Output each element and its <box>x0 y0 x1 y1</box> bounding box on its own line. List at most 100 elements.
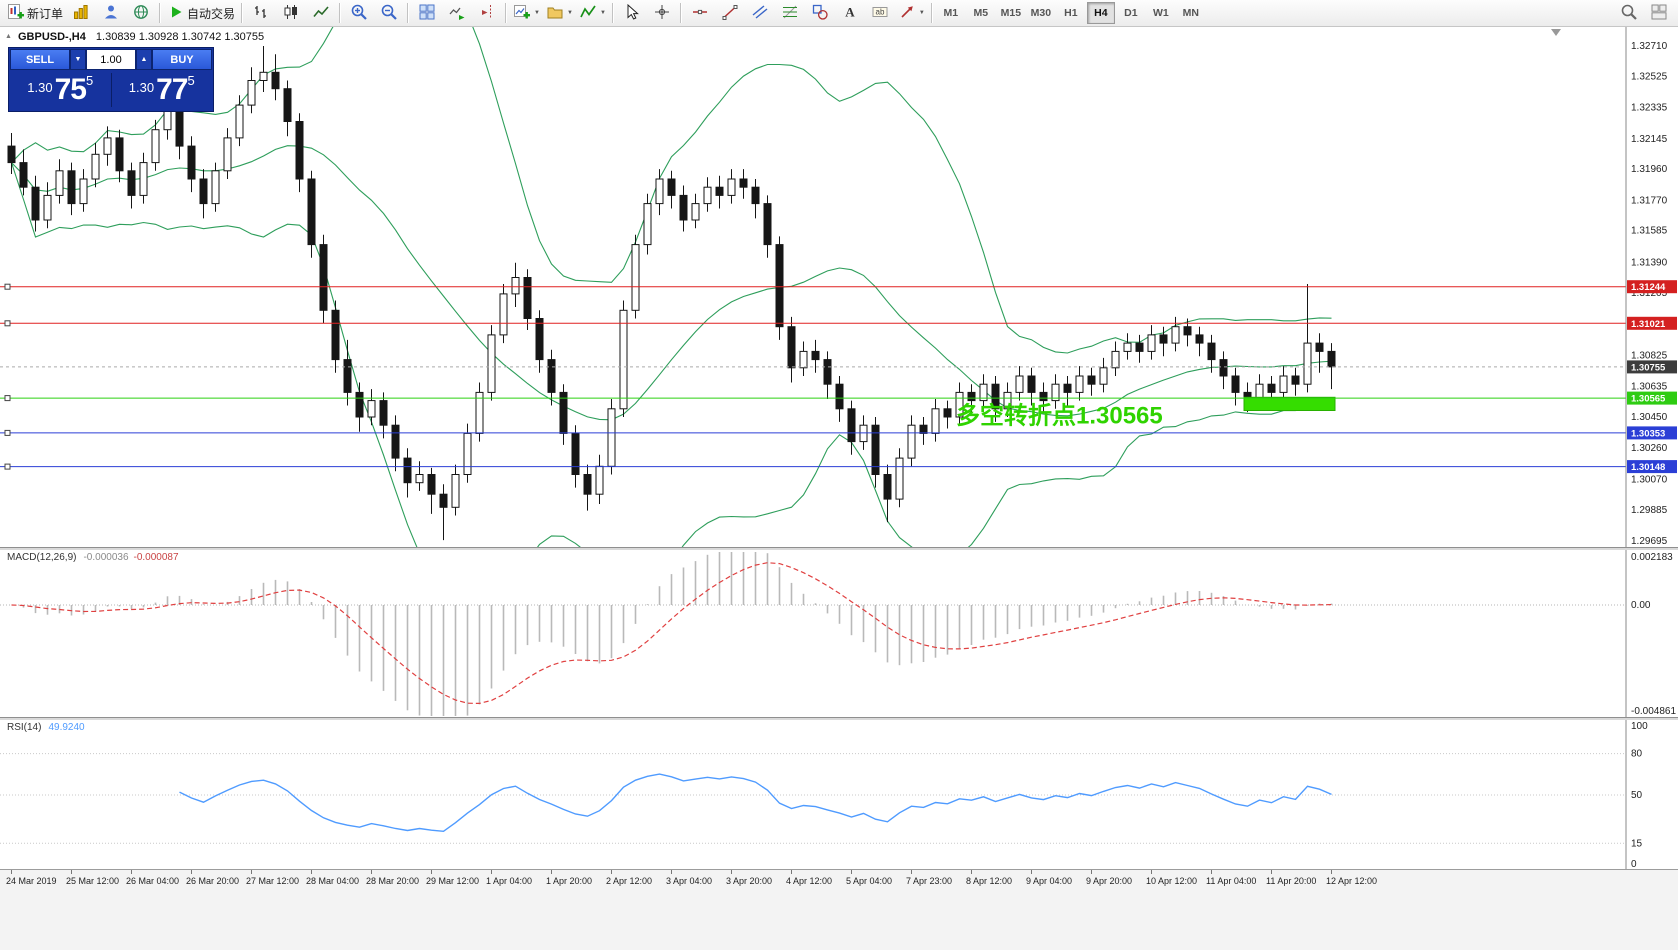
svg-text:1.29885: 1.29885 <box>1631 505 1668 516</box>
time-axis[interactable]: 24 Mar 2019 25 Mar 12:00 26 Mar 04:00 26 Ma… <box>0 869 1678 950</box>
collapse-arrow-icon[interactable]: ▲ <box>5 33 12 40</box>
time-tick <box>611 870 612 874</box>
chevron-down-icon[interactable]: ▼ <box>566 10 573 16</box>
timeframe-m30-button[interactable]: M30 <box>1030 7 1052 19</box>
timeframe-m5-button[interactable]: M5 <box>973 7 989 19</box>
svg-text:1.30260: 1.30260 <box>1631 443 1668 454</box>
new-order-icon <box>7 3 25 24</box>
chart-shift-marker[interactable] <box>1551 29 1561 36</box>
price-chart-canvas[interactable]: 多空转折点1.30565 1.32710 1.32525 1.32335 1.32145… <box>0 27 1678 549</box>
toolbar-separator <box>407 3 410 23</box>
zoom-in-button[interactable] <box>344 1 374 25</box>
time-label: 1 Apr 20:00 <box>546 876 593 886</box>
time-label: 27 Mar 12:00 <box>246 876 300 886</box>
time-label: 10 Apr 12:00 <box>1146 876 1198 886</box>
volume-increase-button[interactable]: ▲ <box>136 49 152 70</box>
chevron-down-icon[interactable]: ▼ <box>534 10 540 16</box>
pane-divider[interactable] <box>0 717 1678 720</box>
candlestick-chart-button[interactable] <box>276 1 306 25</box>
window-list-button[interactable] <box>1644 1 1674 25</box>
svg-text:15: 15 <box>1631 838 1643 849</box>
horizontal-level-line[interactable] <box>0 463 1626 470</box>
turning-point-annotation[interactable]: 多空转折点1.30565 <box>956 402 1163 430</box>
macd-chart-canvas[interactable]: 0.002183 0.00 -0.004861 <box>0 549 1678 719</box>
time-tick <box>1151 870 1152 874</box>
time-label: 7 Apr 23:00 <box>906 876 953 886</box>
svg-text:1.30755: 1.30755 <box>1631 362 1666 373</box>
time-label: 28 Mar 04:00 <box>306 876 360 886</box>
trendline-button[interactable] <box>715 1 745 25</box>
time-label: 24 Mar 2019 <box>6 876 57 886</box>
text-button[interactable]: A <box>835 1 865 25</box>
svg-text:1.31244: 1.31244 <box>1631 282 1666 293</box>
auto-scroll-button[interactable] <box>442 1 472 25</box>
price-axis-labels: 1.32710 1.32525 1.32335 1.32145 1.31960 1.317… <box>1631 41 1668 547</box>
equidistant-channel-button[interactable] <box>745 1 775 25</box>
timeframe-w1-button[interactable]: W1 <box>1152 7 1169 19</box>
cursor-icon <box>623 3 641 24</box>
new-chart-icon <box>513 3 531 24</box>
svg-text:1.29695: 1.29695 <box>1631 536 1668 547</box>
sell-button[interactable]: SELL <box>10 49 70 70</box>
buy-price[interactable]: 1.30775 <box>128 73 195 106</box>
arrows-button[interactable]: ▼ <box>895 1 928 25</box>
indicators-button[interactable]: ▼ <box>576 1 609 25</box>
candlestick-icon <box>282 3 300 24</box>
svg-text:1.31960: 1.31960 <box>1631 164 1668 175</box>
time-label: 3 Apr 20:00 <box>726 876 773 886</box>
rsi-chart-canvas[interactable]: 100 80 50 15 0 <box>0 719 1678 869</box>
price-divider <box>110 73 112 107</box>
horizontal-level-line[interactable] <box>0 429 1626 436</box>
charts-button[interactable] <box>66 1 96 25</box>
horizontal-level-line[interactable] <box>0 395 1626 402</box>
cursor-button[interactable] <box>617 1 647 25</box>
time-tick <box>311 870 312 874</box>
zoom-out-button[interactable] <box>374 1 404 25</box>
timeframe-m1-button[interactable]: M1 <box>943 7 959 19</box>
horizontal-level-line[interactable] <box>0 283 1626 290</box>
ohlc-values-label: 1.30839 1.30928 1.30742 1.30755 <box>95 31 265 43</box>
volume-input[interactable] <box>86 49 136 70</box>
time-label: 2 Apr 12:00 <box>606 876 653 886</box>
buy-button[interactable]: BUY <box>152 49 212 70</box>
svg-text:1.30070: 1.30070 <box>1631 474 1668 485</box>
horizontal-line-button[interactable] <box>685 1 715 25</box>
sell-price[interactable]: 1.30755 <box>27 73 94 106</box>
new-order-button[interactable]: 新订单 <box>4 1 66 25</box>
highlight-rectangle[interactable] <box>1243 396 1336 411</box>
fibonacci-button[interactable] <box>775 1 805 25</box>
shapes-button[interactable] <box>805 1 835 25</box>
chevron-down-icon[interactable]: ▼ <box>918 10 925 16</box>
pane-divider[interactable] <box>0 547 1678 550</box>
price-tag: 1.30755 <box>1627 360 1677 374</box>
accounts-button[interactable] <box>96 1 126 25</box>
chart-shift-button[interactable] <box>472 1 502 25</box>
text-label-button[interactable]: ab <box>865 1 895 25</box>
time-tick <box>371 870 372 874</box>
time-tick <box>551 870 552 874</box>
community-button[interactable] <box>126 1 156 25</box>
timeframe-h1-button[interactable]: H1 <box>1064 7 1078 19</box>
crosshair-button[interactable] <box>647 1 677 25</box>
tile-windows-button[interactable] <box>412 1 442 25</box>
indicators-icon <box>579 3 597 24</box>
timeframe-mn-button[interactable]: MN <box>1182 7 1200 19</box>
line-chart-button[interactable] <box>306 1 336 25</box>
horizontal-level-line[interactable] <box>0 320 1626 327</box>
auto-trading-button[interactable]: 自动交易 <box>164 1 238 25</box>
svg-text:ab: ab <box>875 7 884 16</box>
profiles-button[interactable]: ▼ <box>543 1 576 25</box>
chevron-down-icon[interactable]: ▼ <box>599 10 606 16</box>
volume-decrease-button[interactable]: ▼ <box>70 49 86 70</box>
timeframe-h4-button[interactable]: H4 <box>1086 2 1115 24</box>
zoom-in-icon <box>350 3 368 24</box>
timeframe-m15-button[interactable]: M15 <box>1000 7 1022 19</box>
bar-chart-button[interactable] <box>246 1 276 25</box>
rsi-level-lines <box>0 753 1626 844</box>
new-chart-button[interactable]: ▼ <box>510 1 543 25</box>
symbol-period-label: GBPUSD-,H4 <box>18 31 86 43</box>
time-label: 25 Mar 12:00 <box>66 876 120 886</box>
timeframe-d1-button[interactable]: D1 <box>1124 7 1138 19</box>
search-button[interactable] <box>1614 1 1644 25</box>
auto-scroll-icon <box>448 3 466 24</box>
